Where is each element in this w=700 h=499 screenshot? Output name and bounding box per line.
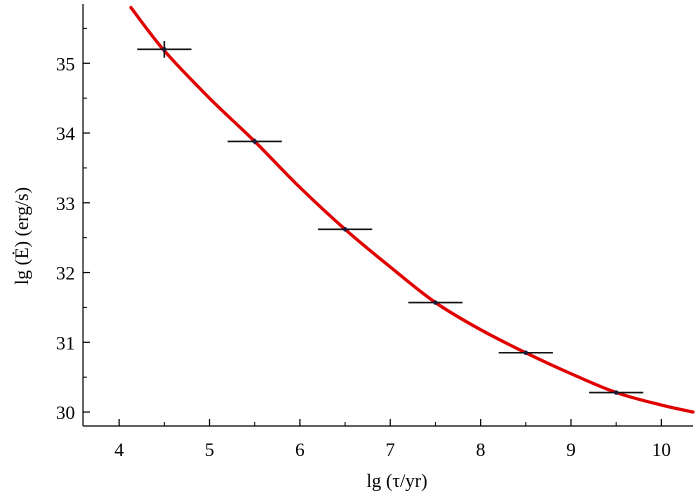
data-point [162, 47, 167, 52]
data-point [433, 300, 438, 305]
data-point-group [317, 227, 373, 232]
x-tick-label: 6 [295, 440, 305, 461]
data-points-layer [137, 40, 644, 395]
y-tick-label: 33 [56, 194, 75, 215]
y-tick-label: 31 [56, 333, 75, 354]
data-point [252, 139, 257, 144]
fit-curve-layer [129, 5, 695, 414]
data-point-group [227, 138, 282, 145]
y-tick-label: 34 [56, 124, 76, 145]
ticks [83, 27, 662, 426]
x-tick-labels: 4 5 6 7 8 9 10 [114, 440, 670, 461]
y-tick-labels: 30 31 32 33 34 35 [56, 54, 76, 424]
y-tick-label: 30 [56, 403, 75, 424]
data-point [613, 390, 619, 395]
x-tick-label: 10 [652, 440, 671, 461]
data-point-group [498, 350, 553, 355]
x-tick-label: 8 [476, 440, 486, 461]
data-point [342, 227, 348, 232]
y-axis-label: lg (Ė) (erg/s) [12, 187, 33, 285]
x-tick-label: 9 [566, 440, 576, 461]
fit-curve [129, 5, 695, 414]
x-axis-label: lg (τ/yr) [367, 471, 428, 492]
axes-frame [82, 4, 693, 427]
data-point-group [589, 390, 644, 395]
y-tick-label: 35 [56, 54, 75, 75]
x-tick-label: 4 [114, 440, 124, 461]
x-tick-label: 7 [386, 440, 396, 461]
y-tick-label: 32 [56, 264, 75, 285]
x-tick-label: 5 [205, 440, 215, 461]
data-point-group [137, 40, 192, 58]
data-point-group [408, 300, 463, 305]
data-point [523, 350, 529, 355]
